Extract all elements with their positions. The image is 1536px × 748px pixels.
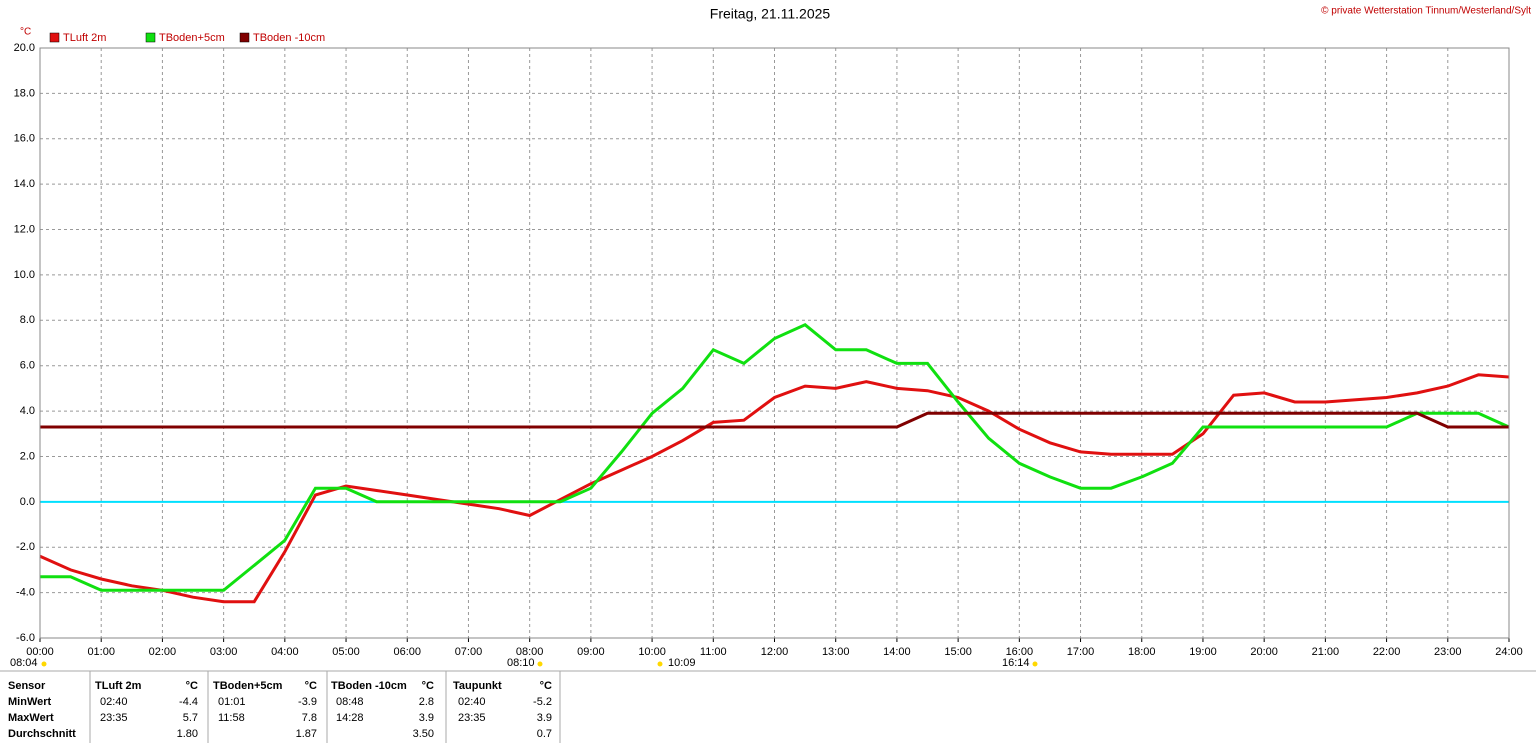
table-cell: -4.4 (179, 696, 198, 708)
y-tick-label: 0.0 (20, 496, 35, 508)
table-cell: 3.9 (419, 712, 434, 724)
y-tick-label: 12.0 (14, 223, 35, 235)
x-tick-label: 18:00 (1128, 646, 1156, 658)
table-cell: 1.87 (296, 728, 317, 740)
legend-swatch (145, 32, 156, 43)
chart-title: Freitag, 21.11.2025 (710, 6, 831, 22)
x-tick-label: 10:00 (638, 646, 666, 658)
y-tick-label: 10.0 (14, 269, 35, 281)
table-cell: 14:28 (336, 712, 364, 724)
y-tick-label: 6.0 (20, 360, 35, 372)
table-cell: 5.7 (183, 712, 198, 724)
x-tick-label: 03:00 (210, 646, 238, 658)
table-cell: 02:40 (458, 696, 486, 708)
table-cell: -3.9 (298, 696, 317, 708)
time-marker: 10:09 (668, 657, 696, 669)
table-header: TLuft 2m (95, 680, 142, 692)
x-tick-label: 20:00 (1250, 646, 1278, 658)
y-tick-label: 14.0 (14, 178, 35, 190)
legend-label: TLuft 2m (63, 32, 106, 44)
table-header: °C (540, 680, 552, 692)
table-cell: 1.80 (177, 728, 198, 740)
table-cell: 23:35 (458, 712, 486, 724)
plot-area (39, 47, 1510, 639)
x-tick-label: 23:00 (1434, 646, 1462, 658)
x-tick-label: 06:00 (393, 646, 421, 658)
time-marker: 16:14 (1002, 657, 1030, 669)
table-header: Taupunkt (453, 680, 502, 692)
table-cell: 11:58 (218, 712, 245, 724)
table-header: TBoden+5cm (213, 680, 283, 692)
x-tick-label: 19:00 (1189, 646, 1217, 658)
time-marker: 08:04 (10, 657, 38, 669)
x-tick-label: 22:00 (1373, 646, 1401, 658)
x-tick-label: 09:00 (577, 646, 605, 658)
series-line (40, 411, 1509, 429)
x-tick-label: 15:00 (944, 646, 972, 658)
table-cell: 02:40 (100, 696, 128, 708)
table-cell: -5.2 (533, 696, 552, 708)
y-tick-label: -6.0 (16, 632, 35, 644)
legend-label: TBoden+5cm (159, 32, 225, 44)
y-tick-label: 8.0 (20, 314, 35, 326)
series-line (39, 373, 1510, 604)
x-tick-label: 02:00 (149, 646, 177, 658)
legend-label: TBoden -10cm (253, 32, 325, 44)
marker-dot (41, 661, 47, 667)
x-tick-label: 04:00 (271, 646, 299, 658)
x-tick-label: 08:00 (516, 646, 544, 658)
table-cell: 2.8 (419, 696, 434, 708)
marker-dot (657, 661, 663, 667)
y-tick-label: 20.0 (14, 42, 35, 54)
x-tick-label: 07:00 (455, 646, 483, 658)
x-tick-label: 11:00 (700, 646, 727, 658)
x-tick-label: 01:00 (87, 646, 115, 658)
table-cell: 23:35 (100, 712, 128, 724)
copyright: © private Wetterstation Tinnum/Westerlan… (1321, 6, 1531, 17)
table-cell: 08:48 (336, 696, 364, 708)
x-tick-label: 21:00 (1312, 646, 1340, 658)
x-tick-label: 16:00 (1006, 646, 1034, 658)
y-tick-label: -4.0 (16, 587, 35, 599)
y-tick-label: 4.0 (20, 405, 35, 417)
marker-dot (1032, 661, 1038, 667)
table-header: °C (422, 680, 434, 692)
x-tick-label: 05:00 (332, 646, 360, 658)
table-cell: 0.7 (537, 728, 552, 740)
x-tick-label: 00:00 (26, 646, 54, 658)
table-header: °C (305, 680, 317, 692)
y-tick-label: -2.0 (16, 541, 35, 553)
y-tick-label: 16.0 (14, 133, 35, 145)
x-tick-label: 12:00 (761, 646, 789, 658)
table-header: °C (186, 680, 198, 692)
table-header: TBoden -10cm (331, 680, 407, 692)
legend-swatch (239, 32, 250, 43)
y-tick-label: 2.0 (20, 450, 35, 462)
legend-swatch (49, 32, 60, 43)
y-tick-label: 18.0 (14, 87, 35, 99)
marker-dot (537, 661, 543, 667)
row-label: Durchschnitt (8, 728, 76, 740)
x-tick-label: 13:00 (822, 646, 850, 658)
y-axis-label: °C (20, 27, 31, 38)
x-tick-label: 14:00 (883, 646, 911, 658)
table-cell: 01:01 (218, 696, 246, 708)
x-tick-label: 17:00 (1067, 646, 1095, 658)
row-label: MinWert (8, 696, 52, 708)
table-cell: 7.8 (302, 712, 317, 724)
table-cell: 3.9 (537, 712, 552, 724)
row-label: MaxWert (8, 712, 54, 724)
x-tick-label: 24:00 (1495, 646, 1523, 658)
table-header: Sensor (8, 680, 46, 692)
table-cell: 3.50 (413, 728, 434, 740)
series-line (40, 323, 1510, 592)
time-marker: 08:10 (507, 657, 535, 669)
